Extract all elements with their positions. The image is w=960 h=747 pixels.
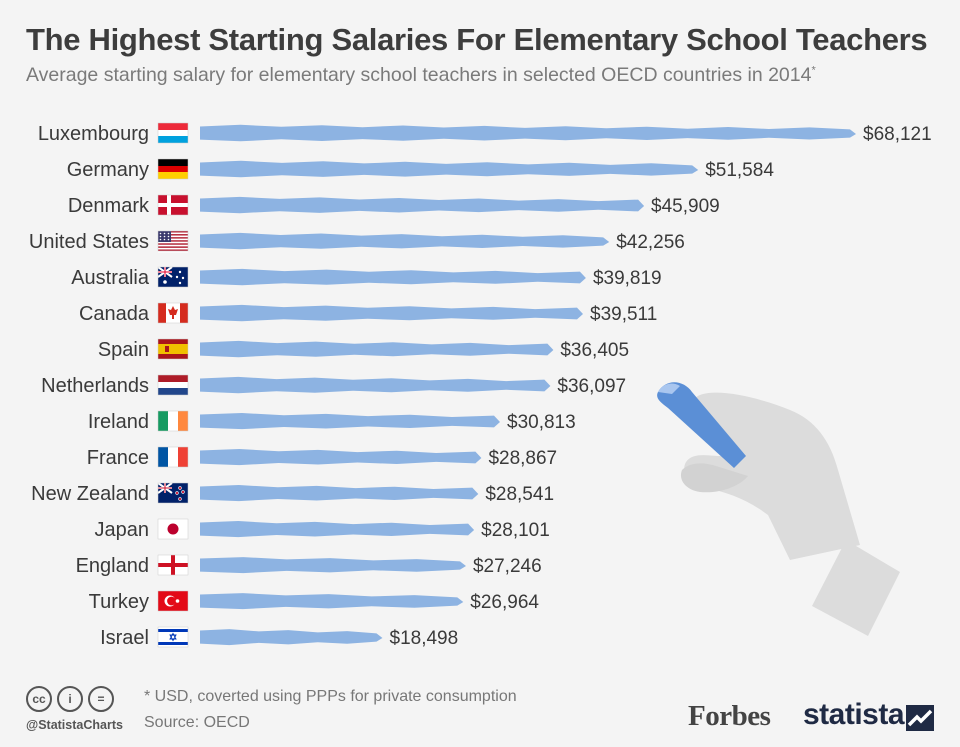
- bar: [200, 340, 554, 358]
- france-flag-icon: [157, 446, 189, 468]
- bar-row: Japan $28,101: [95, 518, 550, 541]
- turkey-flag-icon: [157, 590, 189, 612]
- category-label: Luxembourg: [38, 123, 149, 145]
- footnote: * USD, coverted using PPPs for private c…: [144, 688, 517, 705]
- value-label: $45,909: [651, 196, 720, 217]
- bar-row: United States $42,256: [29, 230, 685, 253]
- australia-flag-icon: [157, 266, 189, 288]
- value-label: $28,867: [488, 448, 557, 469]
- value-label: $27,246: [473, 556, 542, 577]
- bar: [200, 557, 466, 574]
- category-label: United States: [29, 231, 149, 253]
- category-label: Turkey: [89, 591, 149, 613]
- source-note: Source: OECD: [144, 714, 250, 731]
- bar-row: Ireland $30,813: [88, 410, 576, 433]
- category-label: Israel: [100, 627, 149, 649]
- category-label: Ireland: [88, 411, 149, 433]
- attribution-icon: i: [57, 686, 83, 712]
- spain-flag-icon: [157, 338, 189, 360]
- category-label: Canada: [79, 303, 150, 325]
- value-label: $39,511: [590, 304, 657, 325]
- bar-row: Germany $51,584: [67, 158, 774, 181]
- license-icons: cc i =: [26, 686, 114, 712]
- creative-commons-icon: cc: [26, 686, 52, 712]
- bar-row: New Zealand $28,541: [31, 482, 554, 505]
- no-derivatives-icon: =: [88, 686, 114, 712]
- statista-logo-icon: [906, 705, 934, 731]
- value-label: $51,584: [705, 160, 774, 181]
- bar-row: Luxembourg $68,121: [38, 122, 932, 145]
- bar: [200, 232, 610, 250]
- category-label: Germany: [67, 159, 149, 181]
- bar-row: Israel $18,498: [100, 626, 459, 649]
- bar-row: Denmark $45,909: [68, 194, 720, 217]
- value-label: $36,097: [557, 376, 626, 397]
- value-label: $39,819: [593, 268, 662, 289]
- bar-row: Turkey $26,964: [89, 590, 539, 613]
- bar-row: Spain $36,405: [98, 338, 629, 361]
- germany-flag-icon: [157, 158, 189, 180]
- bar: [200, 196, 645, 214]
- category-label: Denmark: [68, 195, 150, 217]
- bar: [200, 413, 500, 430]
- bar-row: Canada $39,511: [79, 302, 657, 325]
- value-label: $28,101: [481, 520, 550, 541]
- united-states-flag-icon: [157, 230, 189, 253]
- chart-title: The Highest Starting Salaries For Elemen…: [26, 22, 928, 57]
- category-label: Spain: [98, 339, 149, 361]
- value-label: $68,121: [863, 124, 932, 145]
- statista-logo: statista: [803, 698, 905, 731]
- bar: [200, 160, 699, 178]
- luxembourg-flag-icon: [157, 122, 189, 144]
- england-flag-icon: [157, 554, 189, 576]
- bar-row: Netherlands $36,097: [41, 374, 626, 397]
- value-label: $28,541: [485, 484, 554, 505]
- category-label: New Zealand: [31, 483, 149, 505]
- bar: [200, 629, 383, 646]
- category-label: Japan: [95, 519, 150, 541]
- bar: [200, 124, 856, 142]
- bar: [200, 304, 583, 322]
- bar: [200, 521, 475, 538]
- bar-row: England $27,246: [76, 554, 542, 577]
- bar-row: France $28,867: [87, 446, 557, 469]
- hand-with-chalk-illustration: [657, 382, 900, 636]
- israel-flag-icon: [157, 626, 189, 648]
- netherlands-flag-icon: [157, 374, 189, 396]
- category-label: France: [87, 447, 149, 469]
- category-label: Australia: [71, 267, 150, 289]
- bar: [200, 376, 551, 394]
- bar-row: Australia $39,819: [71, 266, 662, 289]
- japan-flag-icon: [157, 518, 189, 540]
- value-label: $36,405: [560, 340, 629, 361]
- value-label: $30,813: [507, 412, 576, 433]
- forbes-logo: Forbes: [688, 700, 771, 732]
- canada-flag-icon: [157, 302, 189, 324]
- category-label: England: [76, 555, 149, 577]
- bar: [200, 485, 479, 502]
- new-zealand-flag-icon: [157, 482, 189, 504]
- bar: [200, 593, 464, 610]
- bar: [200, 449, 482, 466]
- bar: [200, 268, 586, 286]
- denmark-flag-icon: [157, 194, 189, 216]
- value-label: $26,964: [470, 592, 539, 613]
- value-label: $42,256: [616, 232, 685, 253]
- twitter-handle: @StatistaCharts: [26, 718, 123, 732]
- ireland-flag-icon: [157, 410, 189, 432]
- category-label: Netherlands: [41, 375, 149, 397]
- subtitle-footnote-mark: *: [811, 64, 816, 77]
- chart-subtitle: Average starting salary for elementary s…: [26, 64, 816, 86]
- value-label: $18,498: [390, 628, 459, 649]
